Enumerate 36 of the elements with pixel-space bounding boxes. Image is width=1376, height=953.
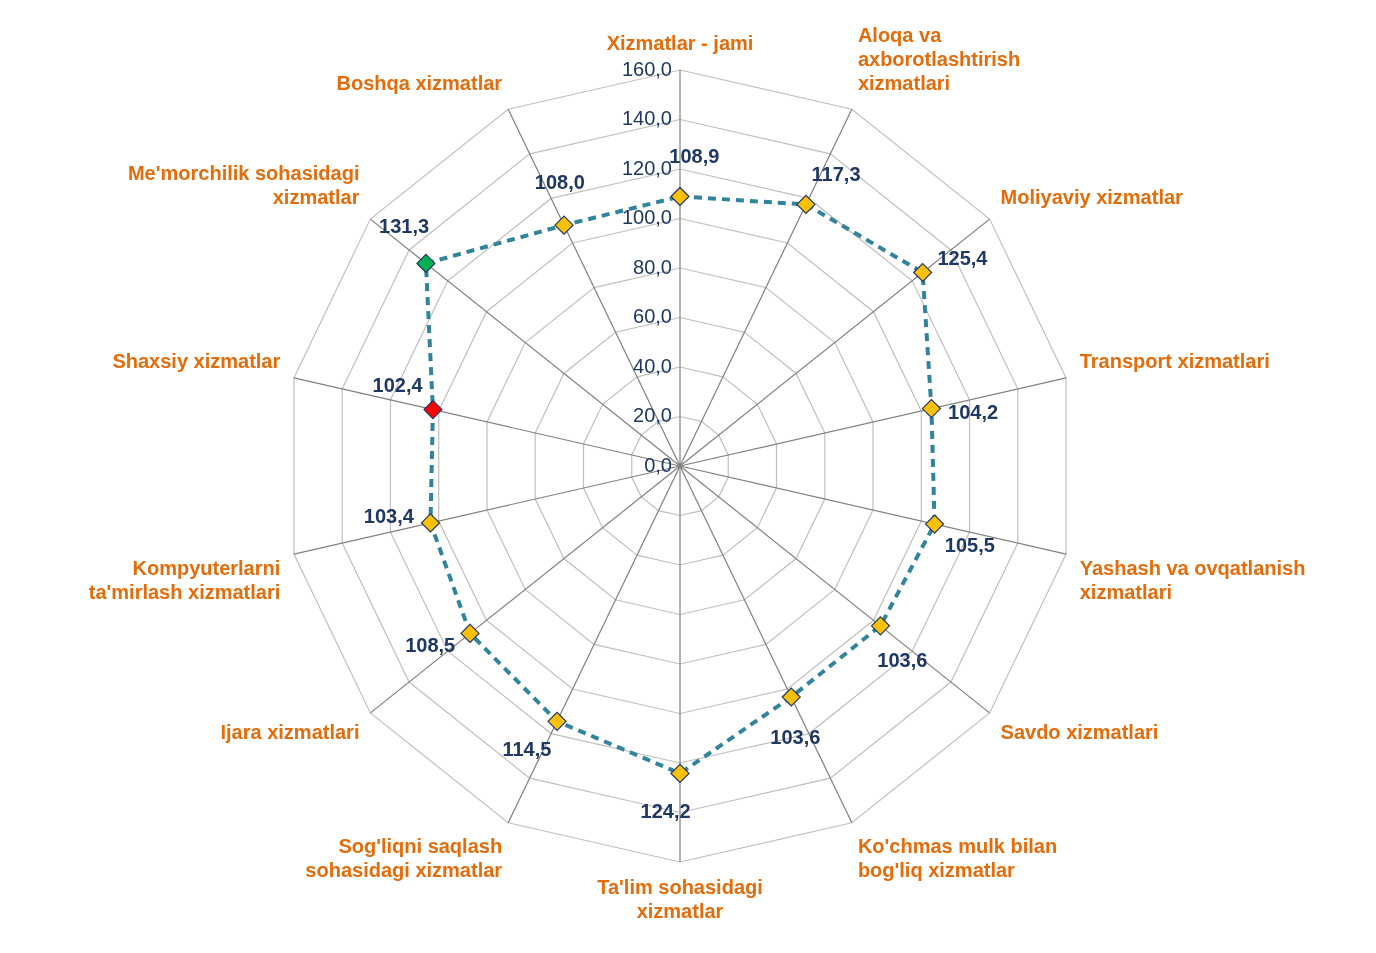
spoke-label: Boshqa xizmatlar [336,72,503,95]
spoke-label: Ijara xizmatlari [220,721,360,744]
data-label: 108,5 [405,634,456,657]
y-tick-label: 40,0 [633,354,672,377]
data-label: 103,4 [363,505,415,528]
y-tick-label: 120,0 [621,156,672,179]
spoke-label: Yashash va ovqatlanish xizmatlari [1079,556,1306,603]
data-label: 114,5 [502,738,552,761]
spoke-label: Moliyaviy xizmatlar [1000,185,1184,208]
y-tick-label: 140,0 [621,107,672,130]
spoke-label: Transport xizmatlari [1079,350,1270,373]
data-label: 105,5 [944,534,995,557]
spoke-label: Me'morchilik sohasidagi xizmatlar [127,161,360,208]
data-label: 125,4 [937,246,989,269]
y-tick-label: 80,0 [633,255,672,278]
y-tick-label: 160,0 [621,57,672,80]
y-tick-label: 0,0 [644,453,672,476]
spoke-label: Shaxsiy xizmatlar [112,350,281,373]
data-label: 102,4 [372,374,424,397]
data-label: 124,2 [640,800,691,823]
data-label: 103,6 [770,726,821,749]
spoke-label: Ko'chmas mulk bilan bog'liq xizmatlar [857,834,1058,881]
data-label: 104,2 [948,401,999,424]
spoke-label: Xizmatlar - jami [606,31,754,54]
data-label: 117,3 [811,162,861,185]
data-label: 131,3 [379,215,430,238]
spoke-label: Sog'liqni saqlash sohasidagi xizmatlar [305,834,503,881]
spoke-label: Savdo xizmatlari [1000,721,1159,744]
y-tick-label: 60,0 [633,305,672,328]
y-tick-label: 20,0 [633,404,672,427]
y-tick-label: 100,0 [621,206,672,229]
spoke-label: Ta'lim sohasidagi xizmatlar [597,875,763,922]
spoke-label: Kompyuterlarni ta'mirlash xizmatlari [88,556,281,603]
data-label: 108,0 [534,170,585,193]
data-label: 103,6 [877,649,928,672]
spoke-label: Aloqa va axborotlashtirish xizmatlari [857,24,1021,95]
